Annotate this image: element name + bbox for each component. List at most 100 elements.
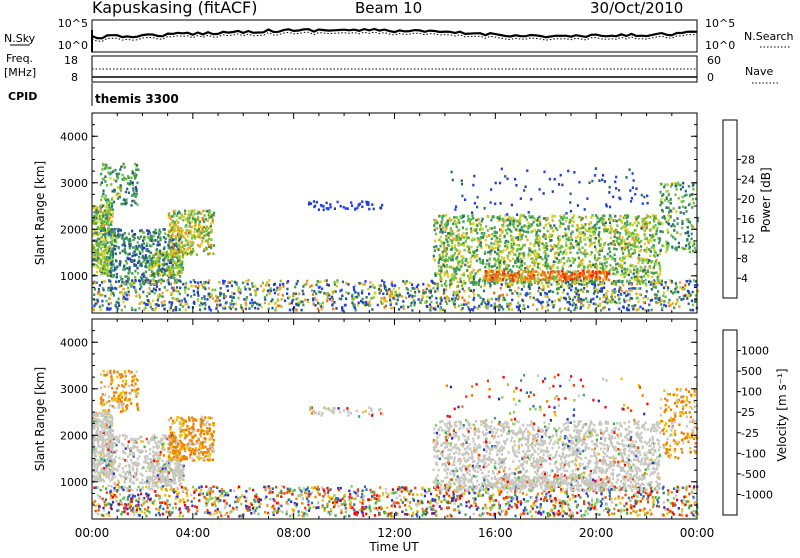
echo-cell bbox=[430, 301, 432, 304]
echo-cell bbox=[424, 301, 426, 304]
echo-cell bbox=[110, 183, 112, 186]
echo-cell bbox=[631, 290, 633, 293]
echo-cell bbox=[148, 230, 150, 233]
echo-cell bbox=[600, 283, 602, 286]
echo-cell bbox=[621, 247, 623, 250]
echo-cell bbox=[162, 295, 164, 298]
echo-cell bbox=[555, 227, 557, 230]
echo-cell bbox=[649, 216, 651, 219]
echo-cell bbox=[539, 237, 541, 240]
echo-cell bbox=[542, 285, 544, 288]
echo-cell bbox=[496, 253, 498, 256]
echo-cell bbox=[125, 291, 127, 294]
echo-cell bbox=[643, 226, 645, 229]
echo-cell bbox=[133, 194, 135, 197]
echo-cell bbox=[492, 265, 494, 268]
echo-cell bbox=[245, 298, 247, 301]
echo-cell bbox=[439, 245, 441, 248]
echo-cell bbox=[540, 274, 542, 277]
echo-cell bbox=[644, 265, 646, 268]
echo-cell bbox=[601, 179, 603, 182]
echo-cell bbox=[609, 206, 611, 209]
echo-cell bbox=[197, 294, 199, 297]
echo-cell bbox=[318, 208, 320, 211]
echo-cell bbox=[567, 226, 569, 229]
echo-cell bbox=[197, 212, 199, 215]
echo-cell bbox=[531, 231, 533, 234]
echo-cell bbox=[143, 231, 145, 234]
echo-cell bbox=[451, 171, 453, 174]
echo-cell bbox=[107, 270, 109, 273]
echo-cell bbox=[617, 294, 619, 297]
echo-cell bbox=[150, 252, 152, 255]
echo-cell bbox=[660, 303, 662, 306]
echo-cell bbox=[188, 220, 190, 223]
echo-cell bbox=[520, 197, 522, 200]
echo-cell bbox=[460, 280, 462, 283]
echo-cell bbox=[112, 292, 114, 295]
echo-cell bbox=[608, 273, 610, 276]
echo-cell bbox=[651, 309, 653, 312]
echo-cell bbox=[131, 279, 133, 282]
echo-cell bbox=[653, 226, 655, 229]
echo-cell bbox=[658, 237, 660, 240]
echo-cell bbox=[99, 305, 101, 308]
echo-cell bbox=[581, 218, 583, 221]
echo-cell bbox=[536, 224, 538, 227]
echo-cell bbox=[637, 234, 639, 237]
echo-cell bbox=[116, 265, 118, 268]
echo-cell bbox=[158, 260, 160, 263]
echo-cell bbox=[668, 200, 670, 203]
echo-cell bbox=[289, 295, 291, 298]
echo-cell bbox=[528, 211, 530, 214]
echo-cell bbox=[573, 302, 575, 305]
echo-cell bbox=[595, 258, 597, 261]
echo-cell bbox=[418, 298, 420, 301]
echo-cell bbox=[600, 309, 602, 312]
echo-cell bbox=[689, 309, 691, 312]
echo-cell bbox=[582, 304, 584, 307]
echo-cell bbox=[447, 259, 449, 262]
echo-cell bbox=[119, 252, 121, 255]
echo-cell bbox=[369, 304, 371, 307]
echo-cell bbox=[642, 308, 644, 311]
echo-cell bbox=[609, 255, 611, 258]
echo-cell bbox=[687, 231, 689, 234]
echo-cell bbox=[209, 252, 211, 255]
echo-cell bbox=[503, 261, 505, 264]
echo-cell bbox=[245, 308, 247, 311]
echo-cell bbox=[688, 185, 690, 188]
echo-cell bbox=[152, 254, 154, 257]
echo-cell bbox=[651, 236, 653, 239]
echo-cell bbox=[159, 250, 161, 253]
echo-cell bbox=[460, 237, 462, 240]
echo-cell bbox=[394, 284, 396, 287]
echo-cell bbox=[660, 198, 662, 201]
echo-cell bbox=[488, 245, 490, 248]
echo-cell bbox=[674, 291, 676, 294]
echo-cell bbox=[461, 261, 463, 264]
echo-cell bbox=[595, 237, 597, 240]
echo-cell bbox=[573, 281, 575, 284]
echo-cell bbox=[635, 229, 637, 232]
echo-cell bbox=[254, 285, 256, 288]
echo-cell bbox=[539, 224, 541, 227]
echo-cell bbox=[566, 301, 568, 304]
echo-cell bbox=[331, 296, 333, 299]
echo-cell bbox=[530, 258, 532, 261]
echo-cell bbox=[163, 308, 165, 311]
echo-cell bbox=[653, 248, 655, 251]
echo-cell bbox=[97, 261, 99, 264]
echo-cell bbox=[629, 254, 631, 257]
echo-cell bbox=[439, 307, 441, 310]
echo-cell bbox=[482, 259, 484, 262]
echo-cell bbox=[557, 243, 559, 246]
echo-cell bbox=[103, 234, 105, 237]
echo-cell bbox=[169, 235, 171, 238]
echo-cell bbox=[210, 223, 212, 226]
echo-cell bbox=[618, 243, 620, 246]
echo-cell bbox=[486, 259, 488, 262]
echo-cell bbox=[484, 251, 486, 254]
echo-cell bbox=[488, 263, 490, 266]
echo-cell bbox=[596, 265, 598, 268]
